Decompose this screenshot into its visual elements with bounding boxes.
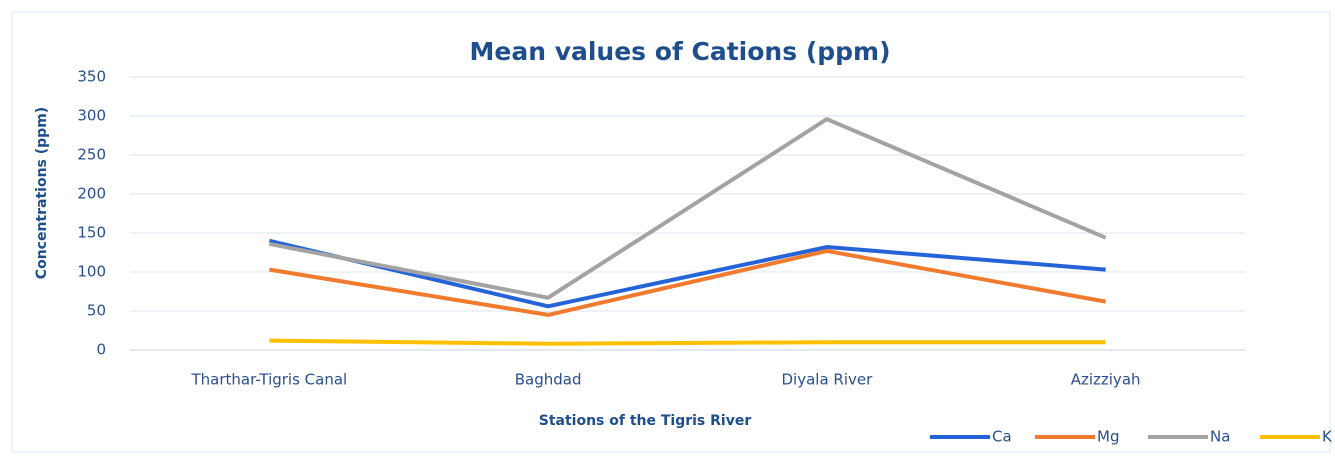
line-series	[268, 117, 1107, 300]
line-series	[269, 338, 1106, 346]
legend-label: K	[1322, 428, 1333, 446]
legend-label: Ca	[992, 428, 1012, 446]
y-tick-label: 350	[77, 68, 106, 86]
y-tick-label: 50	[87, 302, 106, 320]
y-tick-label: 200	[77, 185, 106, 203]
x-tick-label: Diyala River	[781, 371, 873, 389]
y-tick-label: 100	[77, 263, 106, 281]
line-series	[268, 238, 1106, 309]
x-tick-label: Azizziyah	[1071, 371, 1141, 389]
x-tick-label: Tharthar-Tigris Canal	[191, 371, 348, 389]
y-tick-label: 250	[77, 146, 106, 164]
chart-frame	[11, 11, 1331, 453]
legend-label: Na	[1210, 428, 1230, 446]
x-tick-label: Baghdad	[515, 371, 582, 389]
line-series	[269, 248, 1106, 317]
y-tick-label: 300	[77, 107, 106, 125]
y-axis-title: Concentrations (ppm)	[34, 107, 50, 279]
chart-title: Mean values of Cations (ppm)	[469, 37, 890, 66]
y-tick-label: 0	[96, 341, 106, 359]
y-tick-label: 150	[77, 224, 106, 242]
legend-label: Mg	[1097, 428, 1119, 446]
x-axis-title: Stations of the Tigris River	[539, 413, 752, 429]
